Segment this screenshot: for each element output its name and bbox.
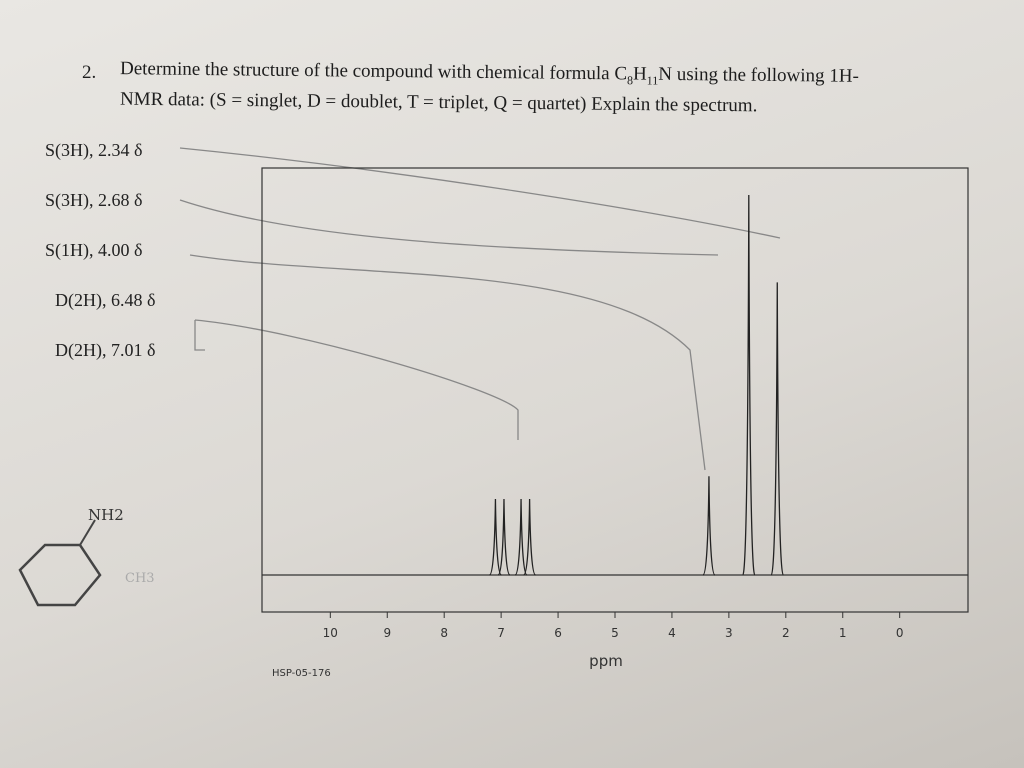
x-tick-label: 1: [839, 626, 847, 640]
hand-line: [179, 147, 781, 471]
peak: [514, 498, 528, 576]
question-number: 2.: [82, 62, 97, 83]
x-tick-label: 4: [668, 626, 676, 640]
benzene-ring: [18, 543, 102, 607]
signal: S(1H), 4.00 δ: [45, 240, 143, 260]
signal: D(2H), 6.48 δ: [55, 290, 156, 310]
x-axis-label: ppm: [589, 652, 623, 670]
signal: D(2H), 7.01 δ: [55, 340, 156, 360]
peak: [770, 282, 784, 576]
signal: S(3H), 2.34 δ: [45, 140, 143, 160]
plot-frame: [261, 167, 969, 613]
spectrum-code: HSP-05-176: [272, 668, 331, 679]
handwritten-label: NH2: [88, 506, 124, 524]
peak: [702, 476, 716, 576]
peak: [522, 498, 537, 576]
x-tick-label: 3: [725, 626, 733, 640]
peak: [488, 498, 503, 576]
x-tick-label: 5: [611, 626, 619, 640]
x-tick-label: 10: [323, 626, 338, 640]
x-tick-label: 9: [383, 626, 391, 640]
handwritten-label: CH3: [125, 571, 155, 586]
peak: [497, 498, 511, 576]
signal: S(3H), 2.68 δ: [45, 190, 143, 210]
bond: [79, 519, 96, 546]
x-tick-label: 8: [440, 626, 448, 640]
x-tick-label: 7: [497, 626, 505, 640]
x-tick-label: 2: [782, 626, 790, 640]
x-tick-label: 0: [896, 626, 904, 640]
x-tick-label: 6: [554, 626, 562, 640]
peak: [742, 194, 756, 576]
